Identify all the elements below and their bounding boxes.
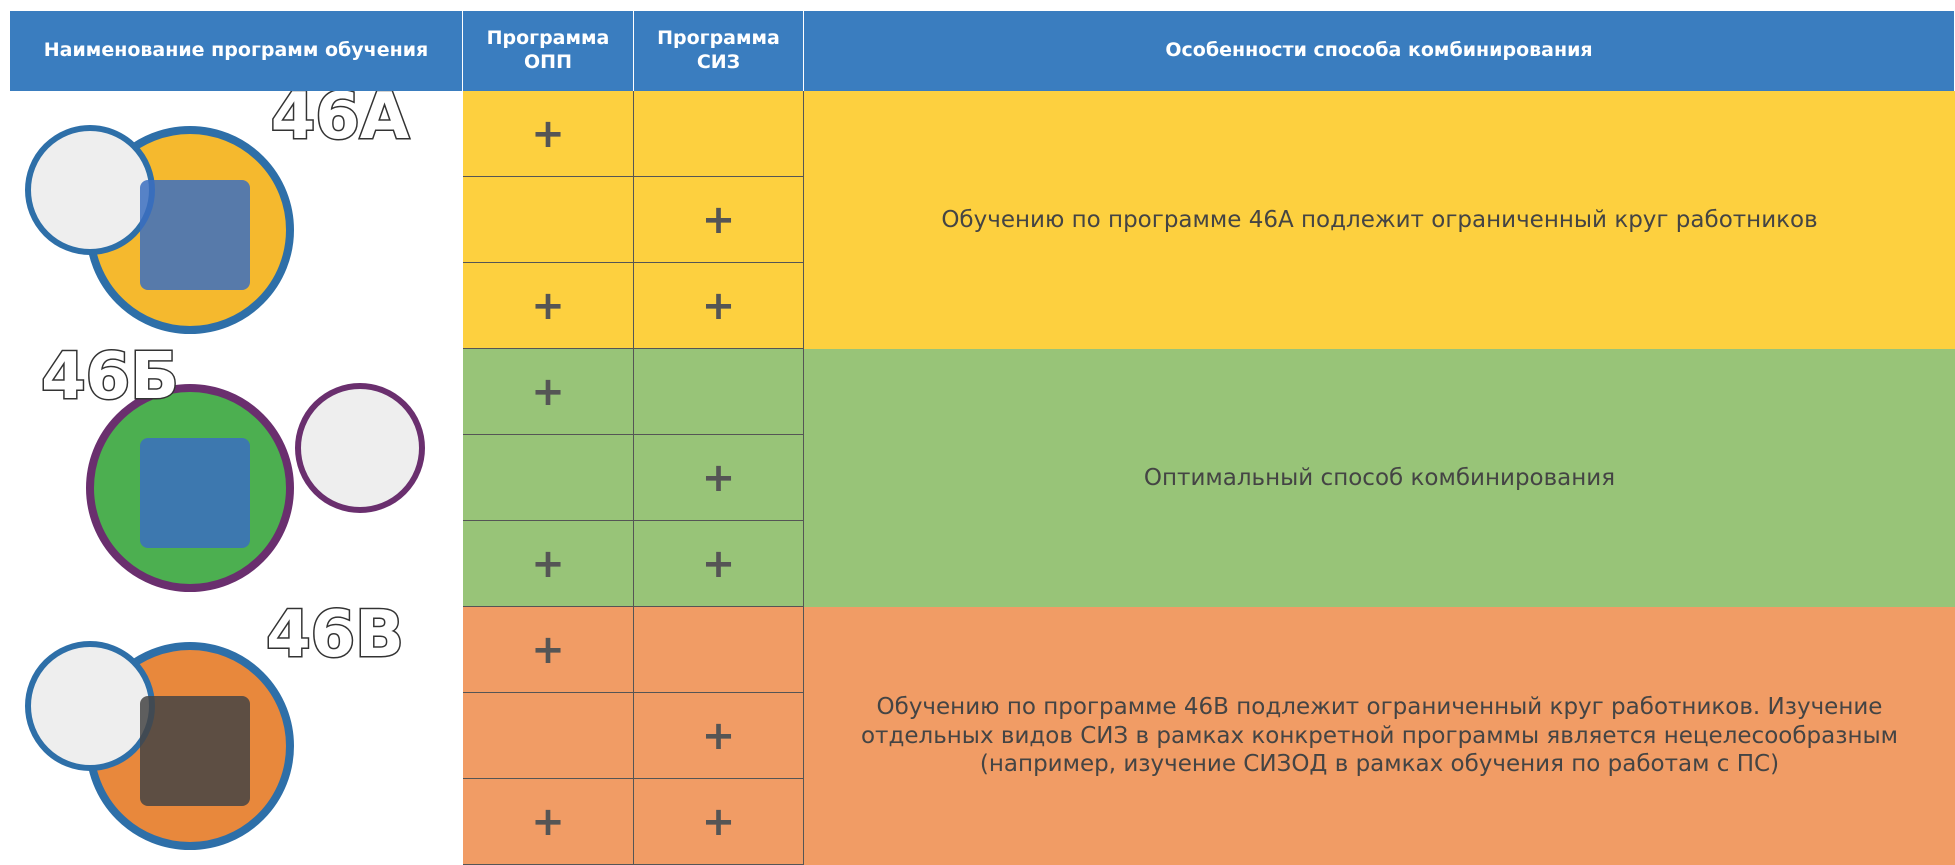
opp-cell: + [463,91,634,177]
siz-cell [634,349,804,435]
description: Обучению по программе 46А подлежит огран… [804,91,1955,349]
opp-cell: + [463,349,634,435]
siz-cell [634,91,804,177]
illustration-circle [298,386,422,510]
program-label: 46Б [41,340,179,414]
siz-cell: + [634,521,804,607]
siz-cell: + [634,779,804,865]
siz-cell: + [634,263,804,349]
header-siz: Программа СИЗ [634,11,804,91]
siz-cell [634,607,804,693]
description: Оптимальный способ комбинирования [804,349,1955,607]
page: 46А 46Б 46В Наименование программ обучения… [0,0,1955,865]
siz-cell: + [634,435,804,521]
program-label: 46А [271,80,410,154]
header-name: Наименование программ обучения [10,11,463,91]
illustration-object [140,180,250,290]
description: Обучению по программе 46В подлежит огран… [804,607,1955,865]
siz-cell: + [634,177,804,263]
siz-cell: + [634,693,804,779]
opp-cell [463,435,634,521]
opp-cell [463,177,634,263]
header-opp: Программа ОПП [463,11,634,91]
opp-cell: + [463,607,634,693]
opp-cell: + [463,521,634,607]
opp-cell [463,693,634,779]
program-label: 46В [266,598,404,672]
opp-cell: + [463,263,634,349]
illustration-circle [28,128,152,252]
illustration-object [140,696,250,806]
illustration-circle [28,644,152,768]
opp-cell: + [463,779,634,865]
header-features: Особенности способа комбинирования [804,11,1955,91]
illustration-object [140,438,250,548]
illustrations: 46А 46Б 46В [0,0,463,865]
